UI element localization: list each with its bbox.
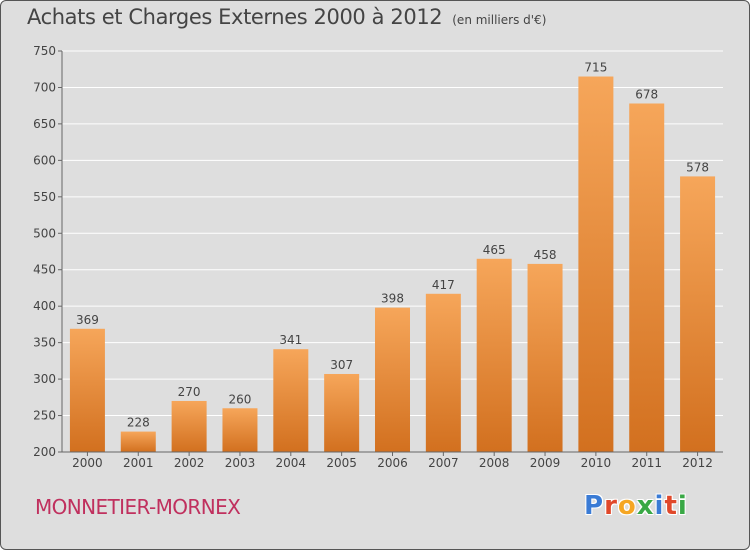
- value-label: 307: [330, 358, 353, 372]
- bar: [273, 349, 309, 452]
- y-tick-label: 250: [33, 409, 56, 423]
- title-text: Achats et Charges Externes 2000 à 2012: [27, 5, 443, 29]
- bar: [171, 400, 207, 452]
- x-tick-label: 2002: [174, 456, 205, 470]
- value-label: 578: [686, 160, 709, 174]
- bar: [527, 263, 563, 452]
- logo-letter: x: [636, 491, 655, 521]
- bar: [476, 258, 512, 452]
- x-tick-label: 2012: [682, 456, 713, 470]
- bar: [324, 373, 360, 452]
- value-label: 260: [229, 392, 252, 406]
- proxiti-logo: Proxiti: [584, 491, 688, 521]
- chart-title: Achats et Charges Externes 2000 à 2012 (e…: [27, 5, 546, 29]
- value-label: 341: [279, 333, 302, 347]
- value-label: 398: [381, 292, 404, 306]
- logo-letter: r: [604, 491, 618, 521]
- x-tick-label: 2000: [72, 456, 103, 470]
- commune-name: MONNETIER-MORNEX: [35, 495, 241, 519]
- value-label: 369: [76, 313, 99, 327]
- y-tick-label: 450: [33, 263, 56, 277]
- y-tick-label: 350: [33, 336, 56, 350]
- value-labels: 369 228 270 260 341 307 398 417 465 458 715 678 578: [76, 61, 709, 430]
- x-tick-label: 2007: [428, 456, 459, 470]
- x-tick-label: 2005: [326, 456, 357, 470]
- bar: [629, 103, 665, 453]
- bar: [120, 431, 156, 452]
- bar: [69, 328, 105, 452]
- value-label: 228: [127, 416, 150, 430]
- logo-letter: P: [584, 491, 605, 521]
- bar: [680, 176, 716, 453]
- x-tick-label: 2008: [479, 456, 510, 470]
- value-label: 417: [432, 278, 455, 292]
- value-label: 465: [483, 243, 506, 257]
- x-tick-label: 2011: [631, 456, 662, 470]
- y-tick-label: 500: [33, 226, 56, 240]
- bar: [578, 76, 614, 452]
- logo-letter: o: [617, 491, 637, 521]
- x-tick-label: 2001: [123, 456, 154, 470]
- unit-label: (en milliers d'€): [452, 13, 547, 27]
- y-tick-label: 600: [33, 153, 56, 167]
- bar: [375, 307, 410, 452]
- y-tick-label: 200: [33, 445, 56, 459]
- x-tick-label: 2009: [530, 456, 561, 470]
- logo-letter: i: [677, 491, 688, 521]
- logo-letter: t: [664, 491, 678, 521]
- x-tick-label: 2004: [276, 456, 307, 470]
- axes: 200 250 300 350 400 450 500 550 600 650 700 750 2000…: [33, 44, 723, 470]
- y-tick-label: 400: [33, 299, 56, 313]
- y-tick-label: 650: [33, 117, 56, 131]
- x-tick-label: 2010: [581, 456, 612, 470]
- x-tick-label: 2003: [225, 456, 256, 470]
- logo-letter: i: [654, 491, 665, 521]
- value-label: 715: [584, 61, 607, 75]
- x-tick-label: 2006: [377, 456, 408, 470]
- value-label: 458: [534, 248, 557, 262]
- y-tick-label: 750: [33, 44, 56, 58]
- y-tick-label: 700: [33, 80, 56, 94]
- bar: [425, 293, 461, 452]
- y-tick-label: 550: [33, 190, 56, 204]
- bars: [69, 76, 716, 453]
- bar: [222, 408, 258, 452]
- y-tick-label: 300: [33, 372, 56, 386]
- value-label: 270: [178, 385, 201, 399]
- value-label: 678: [635, 87, 658, 101]
